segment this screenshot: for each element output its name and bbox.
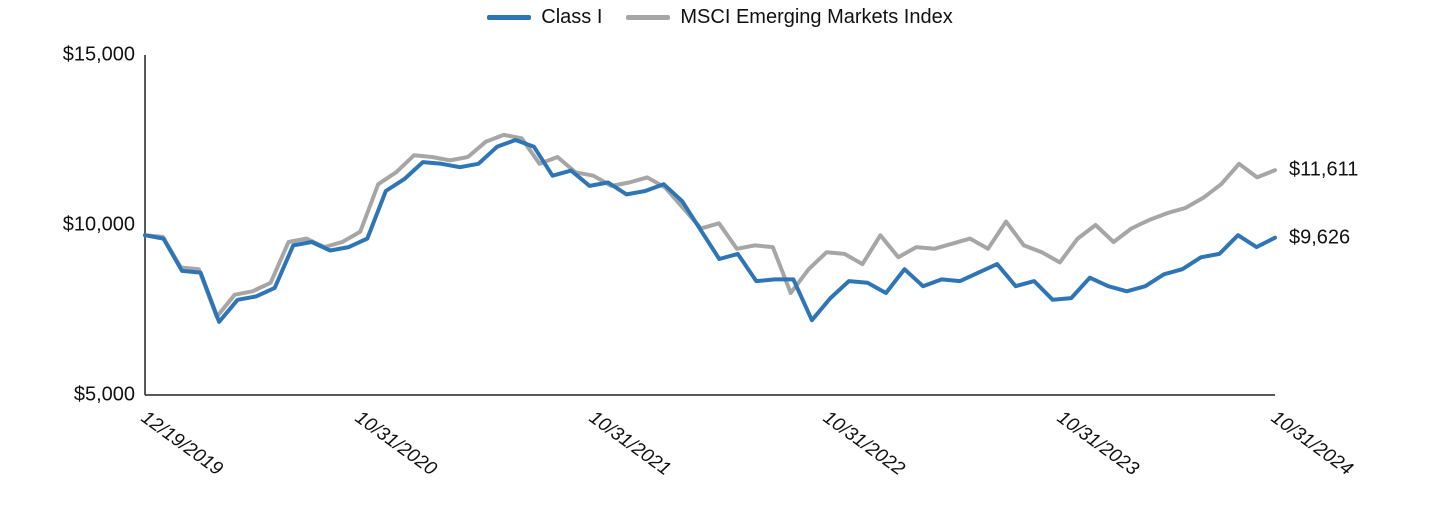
series-end-label: $9,626 (1275, 226, 1350, 249)
x-axis-tick: 10/31/2020 (351, 407, 441, 481)
x-axis-tick: 10/31/2024 (1267, 407, 1357, 481)
plot-area: $5,000$10,000$15,00012/19/201910/31/2020… (145, 55, 1275, 395)
legend-item-class-i: Class I (487, 6, 602, 29)
line-chart: Class I MSCI Emerging Markets Index $5,0… (0, 0, 1440, 516)
y-axis-tick: $5,000 (74, 384, 145, 407)
legend-label: MSCI Emerging Markets Index (680, 6, 952, 29)
legend-label: Class I (541, 6, 602, 29)
y-axis-tick: $10,000 (63, 214, 145, 237)
legend-item-msci: MSCI Emerging Markets Index (626, 6, 952, 29)
legend: Class I MSCI Emerging Markets Index (0, 6, 1440, 29)
x-axis-tick: 10/31/2021 (585, 407, 675, 481)
x-axis-tick: 10/31/2023 (1052, 407, 1142, 481)
y-axis-tick: $15,000 (63, 44, 145, 67)
x-axis-tick: 12/19/2019 (137, 407, 227, 481)
x-axis-tick: 10/31/2022 (818, 407, 908, 481)
legend-swatch (487, 15, 531, 20)
legend-swatch (626, 15, 670, 20)
chart-lines (145, 55, 1275, 395)
series-end-label: $11,611 (1275, 159, 1358, 182)
